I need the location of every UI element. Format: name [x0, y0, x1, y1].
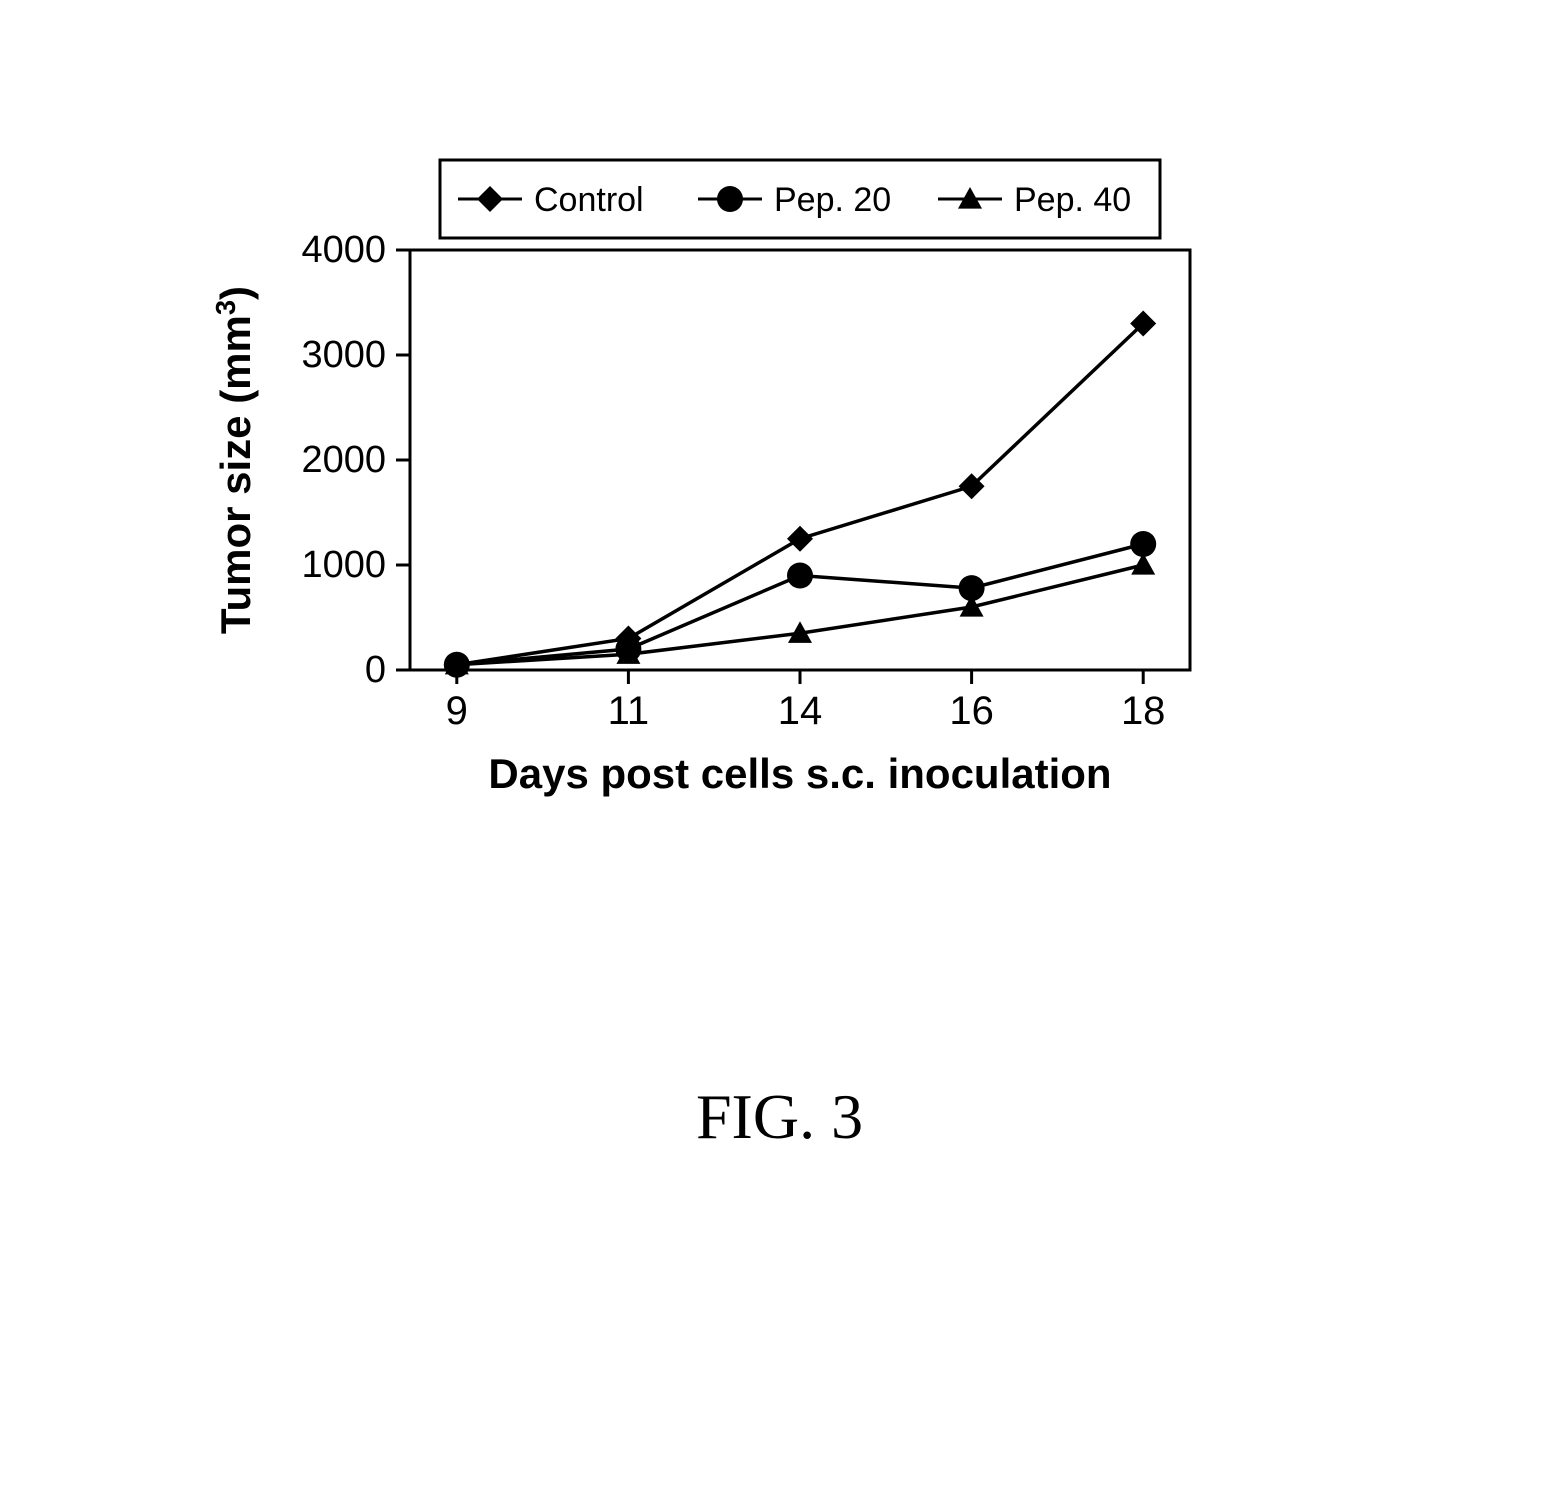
svg-text:Pep. 20: Pep. 20 — [774, 181, 891, 219]
svg-text:Days post cells s.c. inoculati: Days post cells s.c. inoculation — [488, 750, 1111, 797]
svg-text:14: 14 — [778, 689, 823, 733]
svg-text:11: 11 — [608, 689, 650, 733]
svg-text:18: 18 — [1121, 689, 1166, 733]
tumor-size-chart: 0 1000 2000 3000 4000 9 11 14 16 18 Tumor size (mm… — [180, 120, 1260, 825]
svg-text:16: 16 — [949, 689, 994, 733]
chart-svg: 0 1000 2000 3000 4000 9 11 14 16 18 Tumor size (mm… — [180, 120, 1260, 820]
page: 0 1000 2000 3000 4000 9 11 14 16 18 Tumor size (mm… — [0, 0, 1559, 1503]
figure-caption: FIG. 3 — [0, 1080, 1559, 1154]
svg-text:4000: 4000 — [301, 229, 386, 271]
svg-text:3000: 3000 — [301, 334, 386, 376]
svg-text:1000: 1000 — [301, 544, 386, 586]
svg-text:Tumor size (mm3): Tumor size (mm3) — [210, 286, 260, 634]
svg-text:Control: Control — [534, 181, 644, 219]
svg-text:0: 0 — [365, 649, 386, 691]
svg-text:Pep. 40: Pep. 40 — [1014, 181, 1131, 219]
svg-text:2000: 2000 — [301, 439, 386, 481]
svg-text:9: 9 — [446, 689, 468, 733]
